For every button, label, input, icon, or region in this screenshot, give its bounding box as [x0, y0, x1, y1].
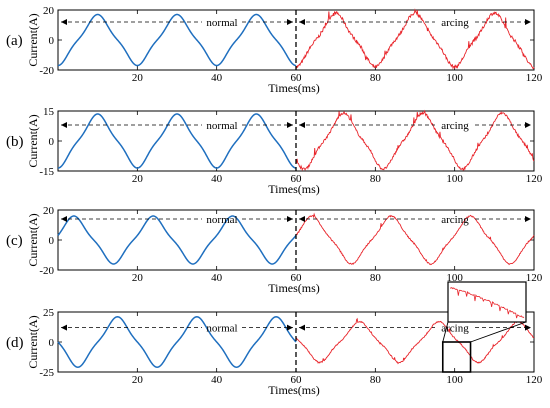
- x-axis-label: Times(ms): [268, 182, 320, 196]
- y-tick-label: 20: [43, 5, 55, 17]
- x-tick-label: 100: [446, 374, 463, 386]
- x-tick-label: 80: [370, 72, 382, 84]
- series-line-normal: [57, 113, 297, 169]
- range-label-arcing: arcing: [441, 120, 469, 132]
- chart-panel-b: -15 0 15 20 40 60 80 100 120 Times(ms) Current(A)(…: [6, 106, 543, 196]
- chart-panel-c: -20 0 20 20 40 60 80 100 120 Times(ms) Current(A)(…: [6, 205, 543, 295]
- y-tick-label: 0: [49, 235, 55, 247]
- series-line-normal: [57, 316, 297, 368]
- y-axis-label: Current(A): [26, 315, 40, 368]
- arrow-head-left: [61, 216, 67, 222]
- range-label-normal: normal: [206, 323, 237, 335]
- inset-box: [447, 281, 527, 323]
- range-label-arcing: arcing: [441, 17, 469, 29]
- y-axis-label: Current(A): [26, 13, 40, 66]
- y-tick-label: 0: [49, 337, 55, 349]
- x-tick-label: 60: [291, 72, 303, 84]
- series-line-normal: [57, 215, 297, 265]
- arrow-head-right: [287, 19, 293, 25]
- x-tick-label: 40: [211, 374, 223, 386]
- x-tick-label: 40: [211, 173, 223, 185]
- x-tick-label: 20: [132, 272, 144, 284]
- panel-label: (a): [6, 33, 23, 49]
- arrow-head-right: [525, 216, 531, 222]
- x-tick-label: 120: [526, 173, 543, 185]
- x-tick-label: 120: [526, 272, 543, 284]
- arrow-head-left: [299, 19, 305, 25]
- zoom-region-box: [441, 341, 472, 373]
- series-line-arcing: [295, 212, 535, 266]
- arrow-head-left: [299, 216, 305, 222]
- panel-label: (c): [6, 233, 23, 249]
- arrow-head-left: [61, 19, 67, 25]
- x-tick-label: 20: [132, 72, 144, 84]
- arrow-head-left: [299, 122, 305, 128]
- range-label-normal: normal: [206, 17, 237, 29]
- y-axis-label: Current(A): [26, 213, 40, 266]
- series-line-normal: [57, 13, 297, 67]
- inset-series-line: [450, 286, 525, 319]
- y-tick-label: 0: [49, 35, 55, 47]
- arrow-head-left: [299, 324, 305, 331]
- range-label-arcing: arcing: [441, 214, 469, 226]
- y-tick-label: 20: [43, 205, 55, 217]
- x-tick-label: 80: [370, 173, 382, 185]
- y-axis-label: Current(A): [26, 114, 40, 167]
- x-tick-label: 100: [446, 272, 463, 284]
- chart-panel-d: -25 0 25 20 40 60 80 100 120 Times(ms) Current(A)(…: [6, 281, 543, 397]
- arrow-head-right: [525, 324, 531, 331]
- series-line-arcing: [295, 317, 535, 365]
- x-tick-label: 60: [291, 374, 303, 386]
- inset-connector: [470, 321, 527, 343]
- arrow-head-right: [525, 19, 531, 25]
- series-line-arcing: [295, 109, 535, 172]
- range-label-normal: normal: [206, 120, 237, 132]
- arrow-head-right: [287, 324, 293, 331]
- x-tick-label: 40: [211, 272, 223, 284]
- x-tick-label: 60: [291, 173, 303, 185]
- x-tick-label: 20: [132, 374, 144, 386]
- x-tick-label: 40: [211, 72, 223, 84]
- x-axis-label: Times(ms): [268, 281, 320, 295]
- y-tick-label: -20: [39, 265, 54, 277]
- range-label-arcing: arcing: [441, 323, 469, 335]
- x-tick-label: 120: [526, 374, 543, 386]
- arrow-head-right: [287, 122, 293, 128]
- x-tick-label: 20: [132, 173, 144, 185]
- x-tick-label: 80: [370, 374, 382, 386]
- inset-connector: [442, 321, 449, 343]
- x-axis-label: Times(ms): [268, 383, 320, 397]
- x-tick-label: 80: [370, 272, 382, 284]
- y-tick-label: -20: [39, 65, 54, 77]
- panel-label: (d): [6, 335, 24, 351]
- y-tick-label: -15: [39, 166, 54, 178]
- x-tick-label: 100: [446, 173, 463, 185]
- series-line-arcing: [295, 8, 535, 70]
- arrow-head-right: [287, 216, 293, 222]
- y-tick-label: 25: [43, 307, 55, 319]
- x-tick-label: 100: [446, 72, 463, 84]
- y-tick-label: -25: [39, 367, 54, 379]
- arrow-head-left: [61, 324, 67, 331]
- arrow-head-right: [525, 122, 531, 128]
- y-tick-label: 0: [49, 136, 55, 148]
- x-tick-label: 120: [526, 72, 543, 84]
- arrow-head-left: [61, 122, 67, 128]
- x-tick-label: 60: [291, 272, 303, 284]
- x-axis-label: Times(ms): [268, 81, 320, 95]
- y-tick-label: 15: [43, 106, 55, 118]
- range-label-normal: normal: [206, 214, 237, 226]
- chart-panel-a: -20 0 20 20 40 60 80 100 120 Times(ms) Current(A)(…: [6, 5, 543, 95]
- panel-label: (b): [6, 134, 24, 150]
